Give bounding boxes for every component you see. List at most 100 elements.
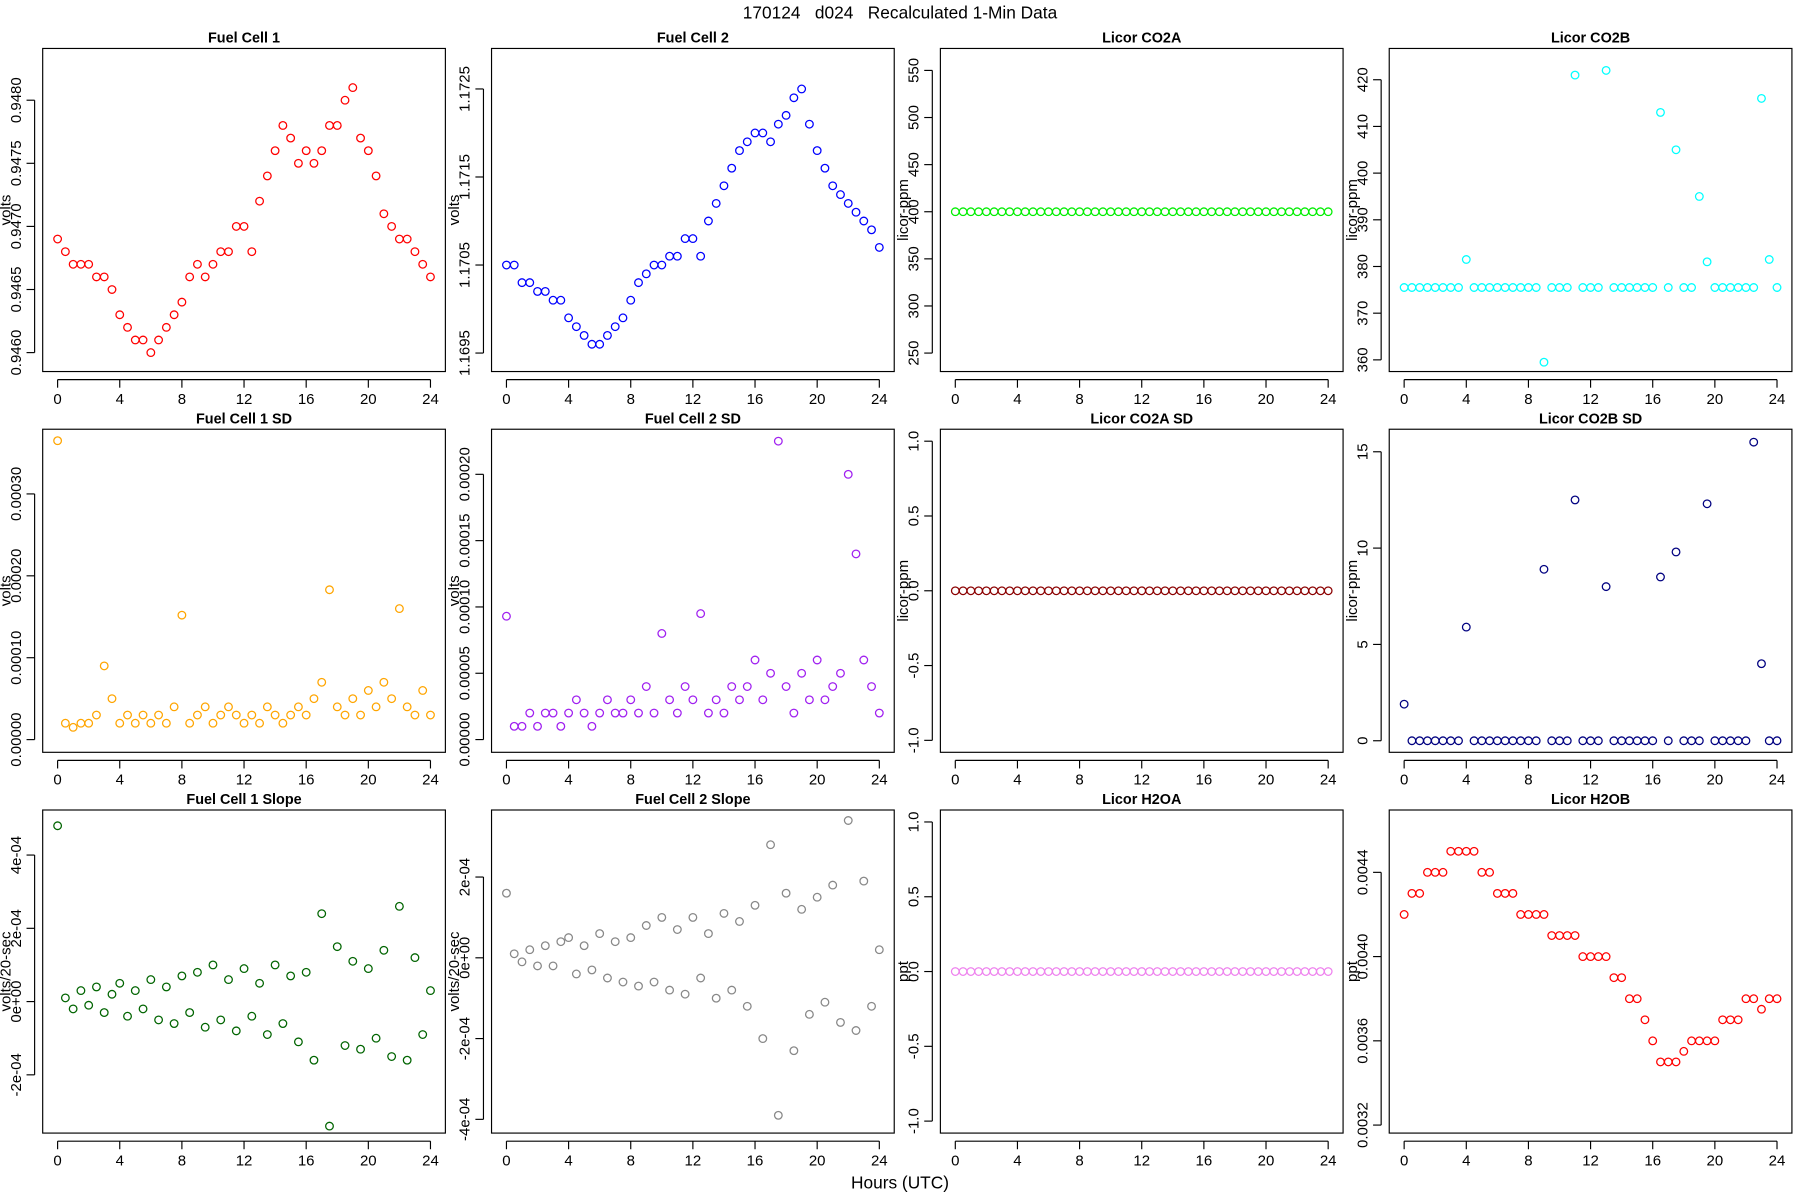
point <box>657 260 667 270</box>
point <box>123 1011 132 1021</box>
point <box>262 1030 272 1039</box>
x-tick-label: 20 <box>809 772 826 789</box>
y-tick-label: 1.1695 <box>457 330 474 376</box>
y-tick-label: -0.5 <box>905 653 922 679</box>
point <box>255 978 265 988</box>
point <box>836 668 845 678</box>
point <box>185 1008 195 1018</box>
point <box>1632 994 1642 1004</box>
y-axis-label: volts <box>0 575 14 606</box>
point <box>224 702 233 712</box>
point <box>657 912 667 922</box>
x-tick-label: 12 <box>1133 1152 1150 1169</box>
x-tick-label: 20 <box>1707 391 1724 408</box>
point <box>348 694 358 704</box>
point <box>797 668 807 678</box>
point <box>634 708 643 718</box>
x-tick-label: 16 <box>747 772 764 789</box>
point <box>1757 1004 1766 1014</box>
point <box>703 929 713 939</box>
x-tick-label: 8 <box>178 391 186 408</box>
point <box>1570 495 1580 505</box>
point <box>146 975 156 985</box>
x-axis-label: Hours (UTC) <box>851 1172 949 1192</box>
point <box>1323 967 1333 976</box>
y-axis-label: volts/20-sec <box>0 931 14 1012</box>
x-tick-label: 12 <box>1582 772 1599 789</box>
x-tick-label: 16 <box>1196 772 1213 789</box>
plot-frame <box>490 428 895 753</box>
point <box>426 272 435 282</box>
point <box>556 937 566 947</box>
x-tick-label: 12 <box>236 772 253 789</box>
y-tick-label: 0.0044 <box>1354 849 1371 895</box>
x-tick-label: 24 <box>422 391 439 408</box>
point <box>255 196 265 206</box>
point <box>325 1121 334 1131</box>
point <box>115 310 125 320</box>
x-tick-label: 8 <box>627 391 635 408</box>
point <box>293 158 303 168</box>
point <box>595 339 605 349</box>
point <box>564 313 574 323</box>
point <box>1562 283 1572 292</box>
x-tick-label: 8 <box>1524 391 1532 408</box>
point <box>169 1019 179 1028</box>
point <box>332 942 342 952</box>
x-tick-label: 20 <box>1707 1152 1724 1169</box>
x-tick-label: 0 <box>502 772 510 789</box>
point <box>688 695 698 705</box>
point <box>571 695 581 705</box>
x-tick-label: 0 <box>951 772 959 789</box>
point <box>60 247 70 257</box>
point <box>387 694 397 704</box>
x-tick-label: 0 <box>951 391 959 408</box>
x-tick-label: 0 <box>502 391 510 408</box>
point <box>92 982 101 992</box>
point <box>735 146 744 156</box>
point <box>1671 547 1681 557</box>
x-tick-label: 16 <box>298 1152 315 1169</box>
point <box>859 655 869 665</box>
point <box>255 718 265 728</box>
point <box>649 977 659 987</box>
y-tick-label: 1.0 <box>905 812 922 833</box>
point <box>1772 994 1782 1004</box>
point <box>356 1044 366 1054</box>
point <box>564 708 574 718</box>
point <box>735 917 744 926</box>
point <box>177 297 187 307</box>
y-axis-label: ppt <box>1344 960 1361 982</box>
point <box>84 718 94 728</box>
y-tick-label: 0e+00 <box>457 937 474 979</box>
point <box>525 278 535 288</box>
plot-frame <box>1388 47 1793 373</box>
point <box>851 549 861 559</box>
point <box>665 695 675 705</box>
point <box>1648 283 1658 292</box>
x-tick-label: 24 <box>871 391 888 408</box>
x-tick-label: 4 <box>116 391 124 408</box>
x-tick-label: 16 <box>747 391 764 408</box>
panel-title: Fuel Cell 1 <box>208 31 280 47</box>
point <box>325 585 334 595</box>
point <box>1710 1036 1720 1046</box>
y-tick-label: 350 <box>905 246 922 271</box>
y-tick-label: 1.1705 <box>457 242 474 288</box>
point <box>161 322 171 332</box>
y-tick-label: -1.0 <box>905 1108 922 1134</box>
point <box>239 718 249 728</box>
point <box>317 677 327 687</box>
point <box>509 260 519 270</box>
point <box>138 335 148 345</box>
point <box>843 816 853 825</box>
point <box>773 119 783 129</box>
point <box>53 234 63 244</box>
point <box>1562 736 1572 746</box>
point <box>379 677 389 687</box>
x-tick-label: 12 <box>1582 1152 1599 1169</box>
point <box>1601 952 1611 962</box>
point <box>356 133 366 143</box>
x-tick-label: 8 <box>627 772 635 789</box>
point <box>758 1034 768 1044</box>
